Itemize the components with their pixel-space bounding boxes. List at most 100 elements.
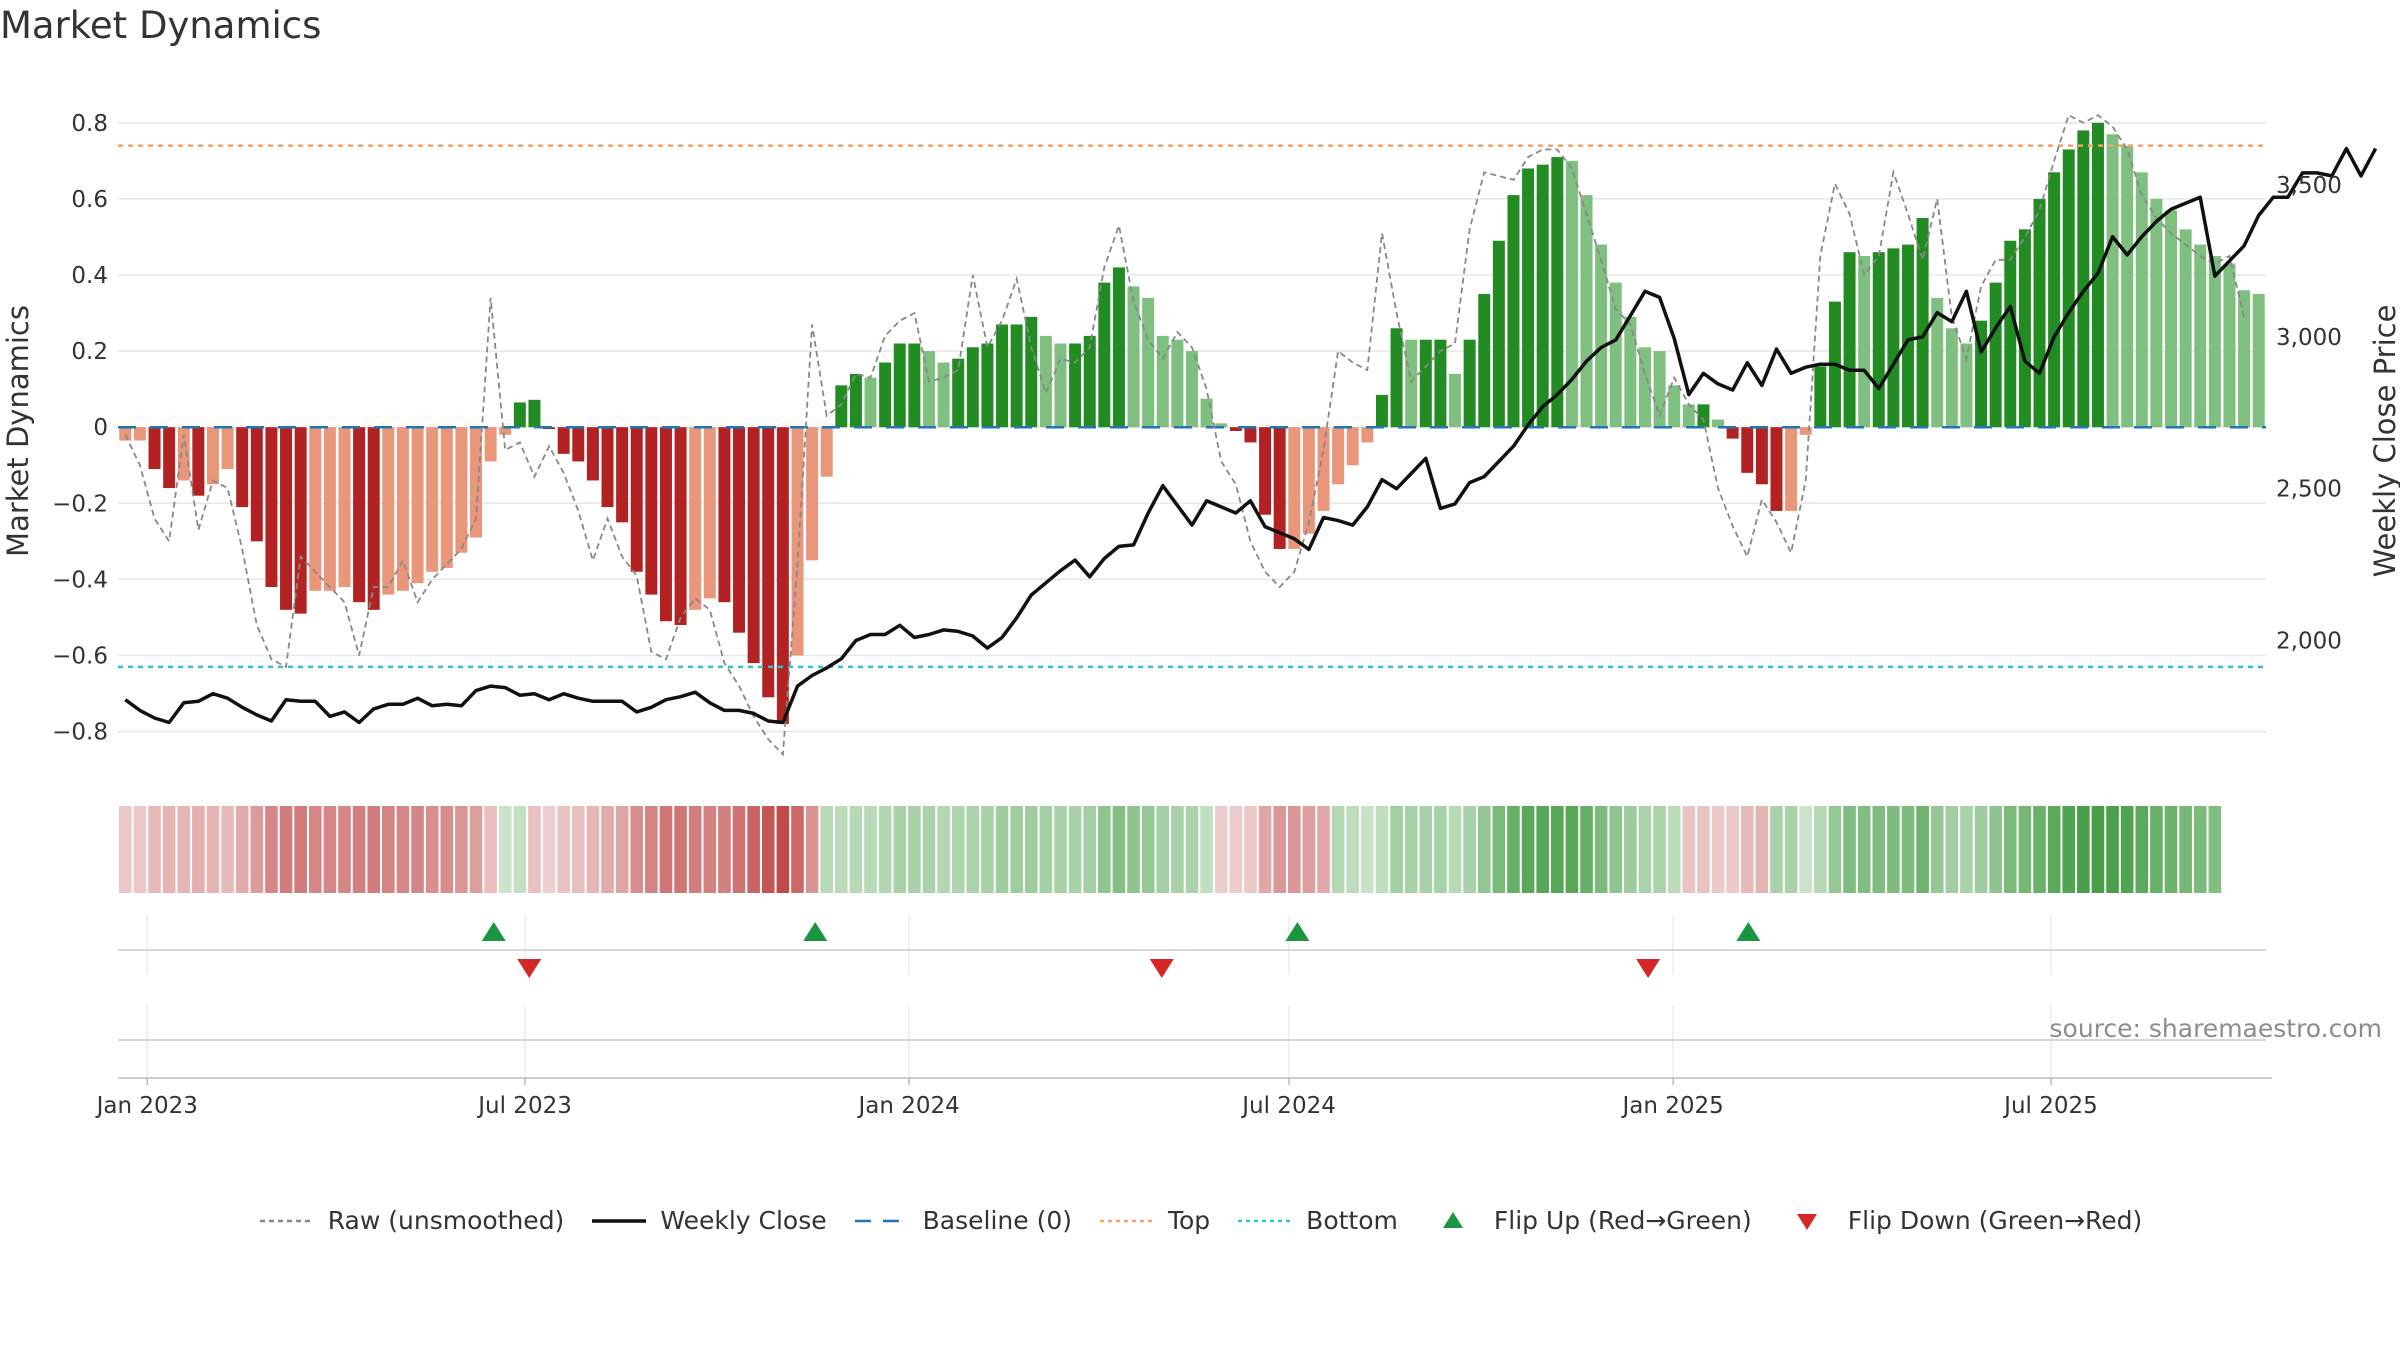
momentum-bar [455,427,468,553]
regime-cell [1799,806,1813,893]
legend-item: Bottom [1236,1206,1398,1235]
regime-cell [2179,806,2192,893]
momentum-bar [440,427,453,568]
legend-item: Top [1098,1206,1210,1235]
regime-cell [1740,806,1754,893]
regime-cell [1054,806,1067,893]
x-tick-label: Jul 2024 [1240,1093,1336,1119]
regime-cell [601,806,614,893]
momentum-bar [280,427,293,610]
regime-cell [1580,806,1593,893]
momentum-bar [2252,294,2265,428]
regime-cell [1302,806,1316,893]
momentum-bar [747,427,760,664]
line-series [118,113,2378,757]
regime-cell [2003,806,2017,893]
regime-cell [2193,806,2207,893]
momentum-bar [1522,168,1535,428]
regime-cell [542,806,556,893]
flip-up-marker [1285,922,1310,941]
y-tick-label: −0.8 [52,720,108,746]
regime-cell [279,806,293,893]
y-right-tick-label: 3,500 [2276,173,2342,199]
momentum-bar [1332,427,1345,485]
momentum-bar [659,427,672,622]
regime-cell [1244,806,1257,893]
regime-cell [1229,806,1243,893]
momentum-bar [586,427,599,481]
momentum-bar [996,324,1009,428]
momentum-bar [1975,320,1988,428]
regime-cell [1156,806,1170,893]
momentum-bar [1244,427,1257,443]
momentum-bar [1668,385,1681,428]
regime-cell [1141,806,1155,893]
regime-cell [513,806,527,893]
regime-cell [1404,806,1418,893]
raw-series-line [124,113,2245,757]
regime-cell [2120,806,2134,893]
regime-cell [206,806,220,893]
legend-label: Bottom [1306,1206,1398,1235]
regime-cell [1317,806,1330,893]
regime-cell [1989,806,2002,893]
momentum-bar [1551,157,1564,428]
momentum-bar [2062,149,2075,428]
chart-title: Market Dynamics [0,4,322,47]
regime-cell [1857,806,1871,893]
regime-cell [1083,806,1097,893]
regime-cell [966,806,980,893]
momentum-bar [1259,427,1272,515]
momentum-bar [1419,339,1432,428]
momentum-bar [572,427,585,462]
x-tick-label: Jan 2025 [1621,1093,1724,1119]
x-tick-label: Jul 2023 [476,1093,572,1119]
regime-cell [1682,806,1696,893]
momentum-bar [513,402,526,428]
momentum-bar [1931,297,1944,428]
regime-cell [133,806,147,893]
regime-cell [148,806,161,893]
momentum-bar [192,427,205,496]
momentum-bar [1580,195,1593,428]
regime-cell [864,806,877,893]
y-axis-title: Market Dynamics [1,305,35,557]
momentum-bar [674,427,687,626]
regime-cell [294,806,307,893]
momentum-bar [353,427,366,603]
regime-cell [1887,806,1900,893]
momentum-bar [1872,252,1885,428]
regime-cell [1171,806,1184,893]
momentum-bar [1697,404,1710,428]
x-tick-label: Jul 2025 [2002,1093,2098,1119]
momentum-bar [849,373,862,428]
momentum-bar [1434,339,1447,428]
regime-cell [1536,806,1549,893]
regime-cell [1828,806,1842,893]
momentum-bar [776,427,789,724]
momentum-bar [908,343,921,428]
legend: Raw (unsmoothed) Weekly Close Baseline (0)… [0,1206,2400,1235]
legend-item: Flip Down (Green→Red) [1778,1206,2142,1235]
legend-swatch [259,1219,314,1222]
y-tick-label: −0.2 [52,491,108,517]
legend-label: Flip Up (Red→Green) [1493,1206,1752,1235]
regime-strip [119,806,2222,893]
regime-cell [747,806,760,893]
momentum-bars [119,122,2265,724]
regime-cell [761,806,775,893]
regime-cell [1068,806,1082,893]
regime-cell [528,806,541,893]
momentum-bar [1273,427,1286,549]
regime-cell [2150,806,2163,893]
regime-cell [732,806,746,893]
regime-cell [323,806,337,893]
momentum-bar [367,427,380,610]
regime-cell [265,806,278,893]
momentum-bar [1229,427,1242,431]
regime-cell [674,806,687,893]
regime-cell [1010,806,1023,893]
regime-cell [2033,806,2046,893]
regime-cell [776,806,790,893]
momentum-bar [470,427,482,538]
